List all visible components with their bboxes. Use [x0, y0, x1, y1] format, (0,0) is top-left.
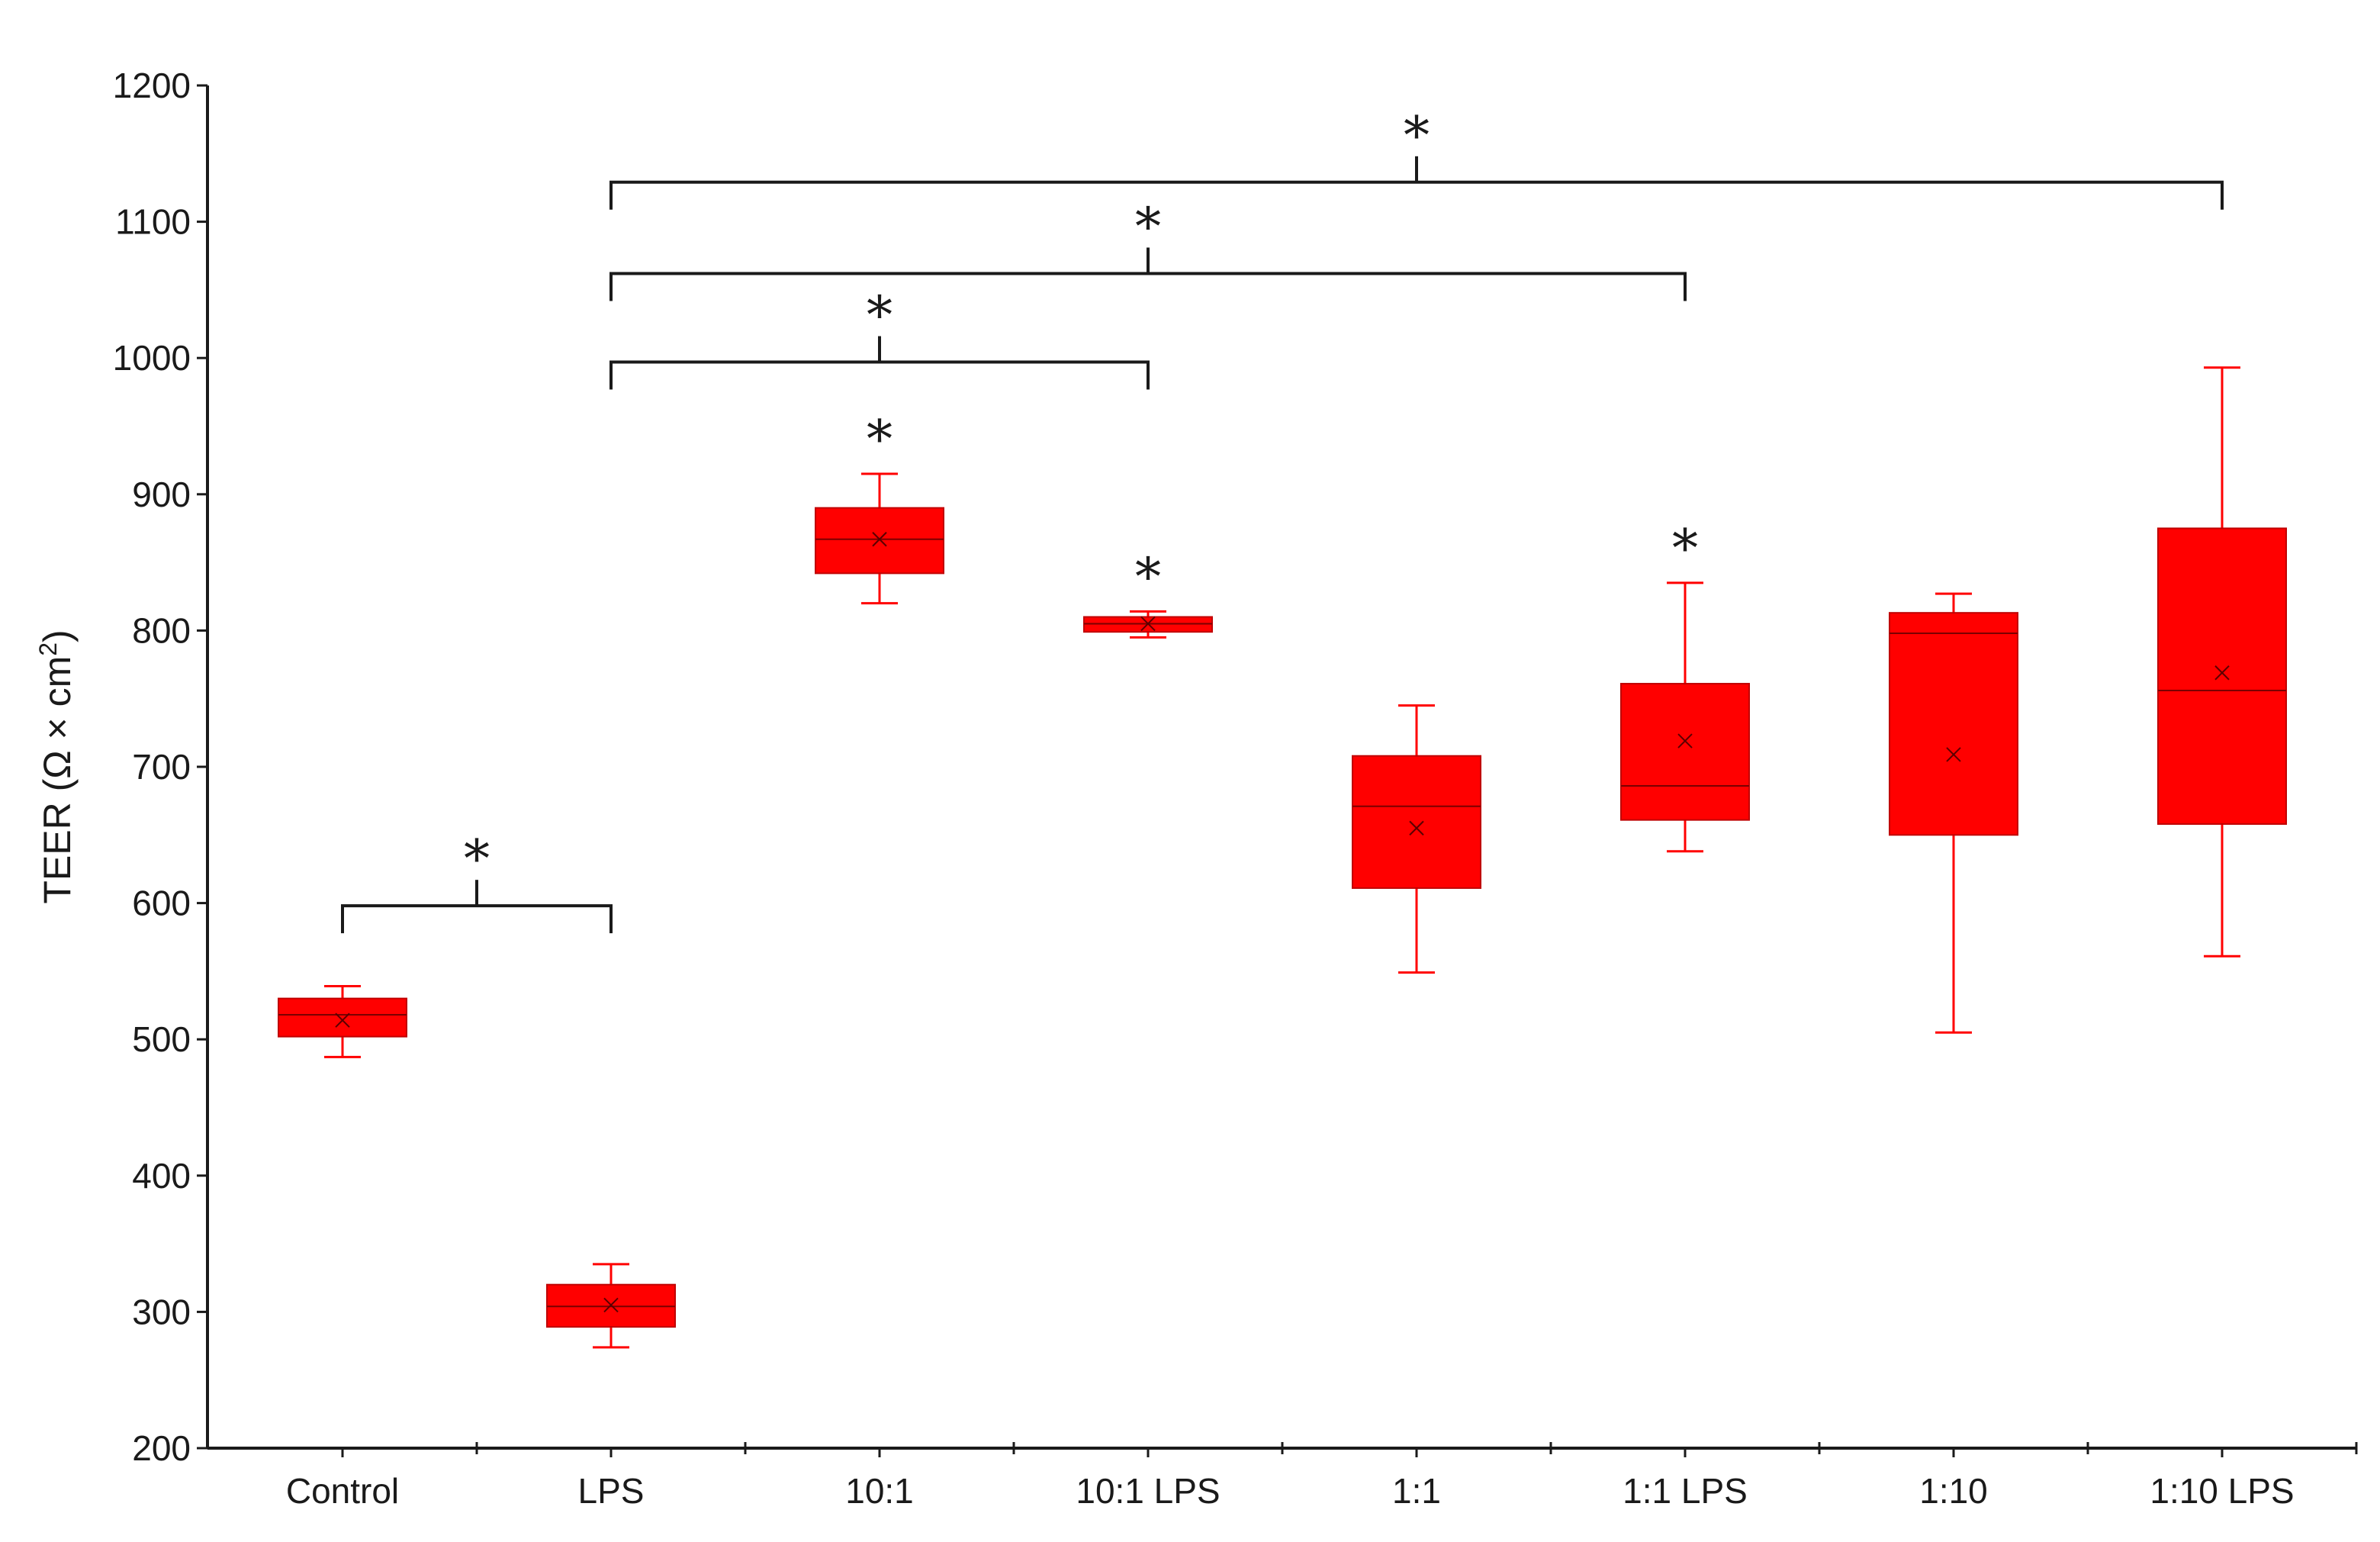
y-tick-label: 600 [132, 884, 191, 923]
x-tick-label: 10:1 [845, 1471, 914, 1511]
significance-star: * [867, 410, 892, 470]
box [1889, 612, 2018, 836]
mean-marker [1140, 616, 1156, 632]
y-tick-label: 500 [132, 1019, 191, 1059]
significance-star: * [867, 286, 892, 346]
y-tick-label: 300 [132, 1292, 191, 1331]
significance-star: * [1404, 106, 1430, 166]
significance-bracket [341, 904, 613, 934]
significance-star: * [464, 829, 490, 890]
x-tick-label: LPS [578, 1471, 645, 1511]
x-tick-label: 1:10 [1919, 1471, 1988, 1511]
significance-bracket [609, 272, 1687, 301]
y-tick-label: 200 [132, 1428, 191, 1468]
x-tick-label: 1:1 [1392, 1471, 1441, 1511]
mean-marker [1946, 747, 1961, 762]
x-tick-label: 10:1 LPS [1076, 1471, 1220, 1511]
x-tick-label: 1:10 LPS [2150, 1471, 2294, 1511]
y-tick-label: 800 [132, 610, 191, 650]
y-axis-title: TEER (Ω × cm2) [34, 629, 79, 903]
mean-marker [335, 1012, 350, 1028]
significance-star: * [1135, 197, 1161, 257]
mean-marker [1409, 820, 1424, 836]
mean-marker [603, 1297, 619, 1313]
mean-marker [2214, 665, 2230, 681]
significance-bracket [609, 360, 1150, 390]
y-tick-label: 900 [132, 475, 191, 514]
x-tick-label: Control [286, 1471, 399, 1511]
y-tick-label: 1100 [115, 202, 191, 242]
mean-marker [872, 532, 887, 547]
box [278, 997, 407, 1038]
y-tick-label: 1000 [113, 338, 191, 378]
y-tick-label: 1200 [113, 66, 191, 105]
mean-marker [1677, 733, 1693, 748]
y-tick-label: 700 [132, 747, 191, 787]
box [815, 507, 944, 575]
box [2157, 527, 2287, 826]
significance-bracket [609, 180, 2224, 210]
box [1620, 683, 1750, 821]
significance-star: * [1672, 519, 1698, 579]
significance-star: * [1135, 547, 1161, 607]
box [1352, 755, 1481, 889]
x-tick-label: 1:1 LPS [1623, 1471, 1748, 1511]
y-tick-label: 400 [132, 1156, 191, 1196]
